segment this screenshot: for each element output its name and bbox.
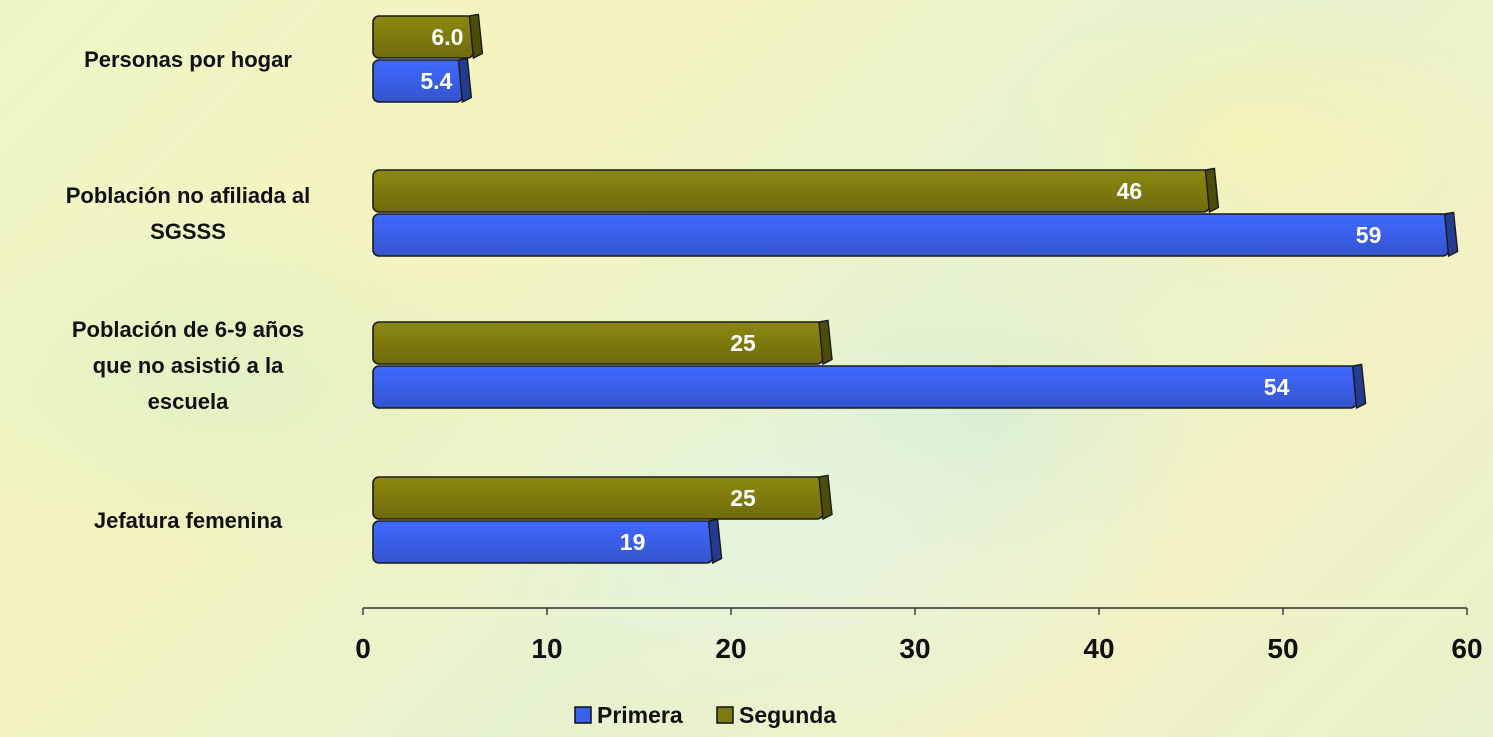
- bar-cap-segunda-1: [1204, 167, 1220, 214]
- bar-cap-segunda-3: [818, 474, 833, 521]
- legend-swatch-primera: [574, 706, 592, 724]
- category-label-2-2: escuela: [148, 389, 229, 414]
- legend-swatch-segunda: [716, 706, 734, 724]
- legend-label-primera: Primera: [597, 702, 683, 728]
- bar-cap-primera-2: [1351, 363, 1367, 410]
- bar-cap-primera-3: [707, 518, 723, 565]
- data-label-primera-0: 5.4: [420, 68, 452, 94]
- category-label-2-1: que no asistió a la: [93, 353, 284, 378]
- category-label-0-0: Personas por hogar: [84, 47, 292, 72]
- data-label-primera-2: 54: [1264, 374, 1290, 400]
- bar-primera-1: [372, 213, 1450, 257]
- bar-cap-primera-1: [1443, 211, 1459, 258]
- bar-cap-segunda-0: [468, 13, 484, 60]
- category-label-2-0: Población de 6-9 años: [72, 317, 304, 342]
- data-label-primera-1: 59: [1356, 222, 1382, 248]
- category-label-1-1: SGSSS: [150, 219, 226, 244]
- data-label-segunda-0: 6.0: [431, 24, 463, 50]
- bar-cap-segunda-2: [818, 319, 833, 366]
- category-label-1-0: Población no afiliada al: [66, 183, 311, 208]
- data-label-segunda-2: 25: [730, 330, 756, 356]
- legend-label-segunda: Segunda: [739, 702, 836, 728]
- x-tick-label-4: 40: [1083, 633, 1114, 664]
- data-label-primera-3: 19: [620, 529, 646, 555]
- x-tick-label-5: 50: [1267, 633, 1298, 664]
- x-tick-label-0: 0: [355, 633, 371, 664]
- bar-segunda-1: [372, 169, 1211, 213]
- x-tick-label-2: 20: [715, 633, 746, 664]
- bar-primera-2: [372, 365, 1358, 409]
- category-label-3-0: Jefatura femenina: [94, 508, 283, 533]
- x-tick-label-6: 60: [1451, 633, 1482, 664]
- data-label-segunda-1: 46: [1117, 178, 1143, 204]
- bar-cap-primera-0: [457, 57, 473, 104]
- data-label-segunda-3: 25: [730, 485, 756, 511]
- x-tick-label-1: 10: [531, 633, 562, 664]
- bar-primera-3: [372, 520, 714, 564]
- x-tick-label-3: 30: [899, 633, 930, 664]
